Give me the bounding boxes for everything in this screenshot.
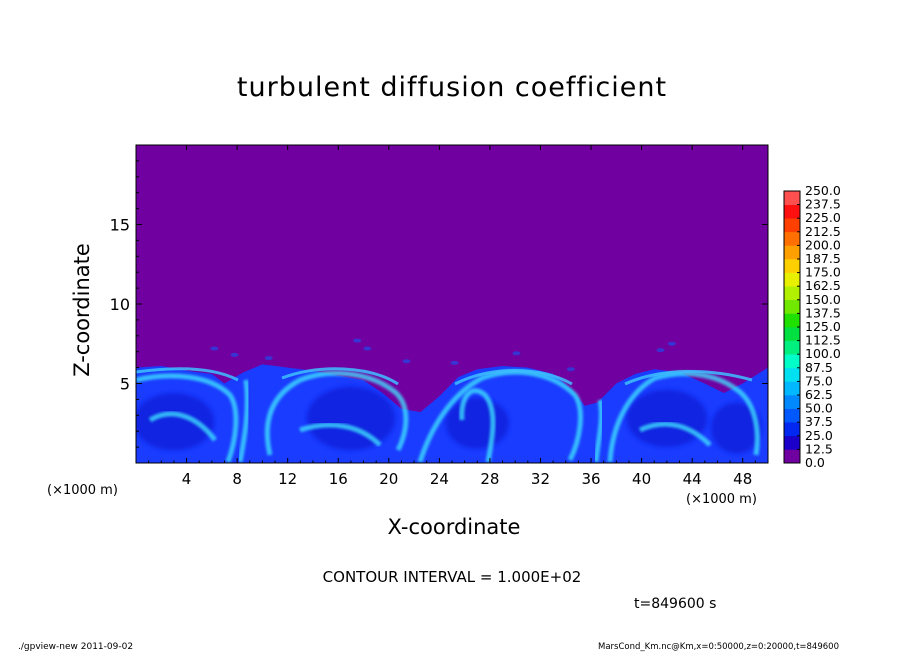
x-axis: 4 8 12 16 20 24 28 32 36 40 44 48	[148, 145, 756, 488]
x-tick-label: 40	[632, 470, 651, 488]
turbulence-patch	[363, 346, 372, 351]
colorbar-swatch	[784, 449, 800, 464]
turbulence-core	[626, 389, 708, 448]
turbulence-filament	[638, 421, 712, 447]
x-tick-label: 36	[581, 470, 600, 488]
colorbar-label: 187.5	[805, 251, 841, 266]
turbulence-patch	[450, 360, 459, 365]
colorbar-label: 62.5	[805, 387, 833, 402]
colorbar-label: 250.0	[805, 183, 841, 198]
colorbar-swatch	[784, 204, 800, 219]
turbulence-filament	[417, 369, 583, 463]
colorbar-swatch	[784, 381, 800, 396]
colorbar-label: 112.5	[805, 333, 841, 348]
x-tick-label: 44	[683, 470, 702, 488]
turbulence-patch	[230, 352, 239, 357]
colorbar-swatch	[784, 313, 800, 328]
x-tick-label: 48	[733, 470, 752, 488]
footer-left-text: ./gpview-new 2011-09-02	[18, 642, 134, 652]
y-tick-label: 10	[110, 295, 130, 314]
x-tick-label: 32	[531, 470, 550, 488]
colorbar-swatch	[784, 408, 800, 423]
x-unit-label-left: (×1000 m)	[47, 483, 118, 498]
x-tick-label: 8	[232, 470, 242, 488]
colorbar-label: 175.0	[805, 265, 841, 280]
x-tick-label: 20	[379, 470, 398, 488]
colorbar-label: 0.0	[805, 455, 825, 470]
turbulence-patch	[656, 348, 665, 353]
colorbar-label: 50.0	[805, 401, 833, 416]
colorbar-swatch	[784, 340, 800, 355]
x-tick-label: 12	[278, 470, 297, 488]
colorbar-swatch	[784, 327, 800, 341]
turbulence-patch	[667, 341, 676, 346]
colorbar-swatch	[784, 422, 800, 437]
colorbar-swatch	[784, 231, 800, 246]
colorbar-swatch	[784, 299, 800, 314]
colorbar-label: 37.5	[805, 414, 833, 429]
field-layer	[136, 145, 768, 463]
colorbar-swatch	[784, 395, 800, 409]
turbulence-filament	[264, 370, 409, 456]
turbulence-filament	[593, 399, 604, 463]
colorbar-label: 150.0	[805, 292, 841, 307]
y-tick-label: 5	[120, 375, 130, 394]
x-tick-label: 4	[182, 470, 192, 488]
colorbar-swatch	[784, 367, 800, 382]
colorbar-label: 87.5	[805, 360, 833, 375]
colorbar-label: 162.5	[805, 278, 841, 293]
colorbar-swatch	[784, 218, 800, 233]
time-stamp: t=849600 s	[634, 596, 717, 612]
turbulence-filament	[607, 371, 760, 463]
colorbar-label: 237.5	[805, 197, 841, 212]
colorbar-swatch	[784, 191, 800, 205]
turbulence-patch	[402, 359, 411, 364]
y-axis-label: Z-coordinate	[70, 243, 94, 377]
colorbar-label: 100.0	[805, 346, 841, 361]
colorbar-label: 225.0	[805, 210, 841, 225]
colorbar-label: 12.5	[805, 441, 833, 456]
turbulence-core	[445, 397, 509, 449]
colorbar-label: 75.0	[805, 373, 833, 388]
colorbar-swatch	[784, 259, 800, 273]
x-tick-label: 16	[329, 470, 348, 488]
turbulence-filament	[299, 422, 382, 447]
turbulence-core	[136, 393, 215, 451]
colorbar-label: 137.5	[805, 305, 841, 320]
y-tick-label: 15	[110, 216, 130, 235]
colorbar-label: 212.5	[805, 224, 841, 239]
chart-title: turbulent diffusion coefficient	[236, 72, 668, 103]
colorbar-swatch	[784, 286, 800, 301]
turbulence-filament	[148, 411, 217, 442]
colorbar-legend: 0.012.525.037.550.062.575.087.5100.0112.…	[783, 183, 841, 470]
turbulence-core	[306, 386, 395, 451]
colorbar-swatch	[784, 354, 800, 369]
x-unit-label-right: (×1000 m)	[686, 492, 757, 507]
y-axis: 5 10 15	[110, 160, 768, 448]
colorbar-label: 125.0	[805, 319, 841, 334]
colorbar-swatch	[784, 272, 800, 287]
turbulence-patch	[512, 351, 521, 356]
colorbar-label: 200.0	[805, 237, 841, 252]
colorbar-label: 25.0	[805, 428, 833, 443]
turbulence-core	[711, 402, 762, 454]
turbulence-filament	[237, 379, 250, 463]
layer-edge-highlight	[136, 367, 753, 386]
x-tick-label: 24	[430, 470, 449, 488]
x-axis-label: X-coordinate	[387, 515, 521, 539]
turbulence-patch	[353, 338, 362, 343]
contour-interval-text: CONTOUR INTERVAL = 1.000E+02	[322, 568, 582, 586]
x-tick-label: 28	[480, 470, 499, 488]
turbulence-patch	[264, 356, 273, 361]
colorbar-swatch	[784, 245, 800, 260]
turbulence-patch	[210, 346, 219, 351]
turbulence-filament	[136, 373, 239, 463]
footer-right-text: MarsCond_Km.nc@Km,x=0:50000,z=0:20000,t=…	[598, 642, 839, 652]
colorbar-swatch	[784, 435, 800, 450]
turbulence-filament	[459, 388, 496, 463]
turbulence-patch	[566, 367, 575, 372]
